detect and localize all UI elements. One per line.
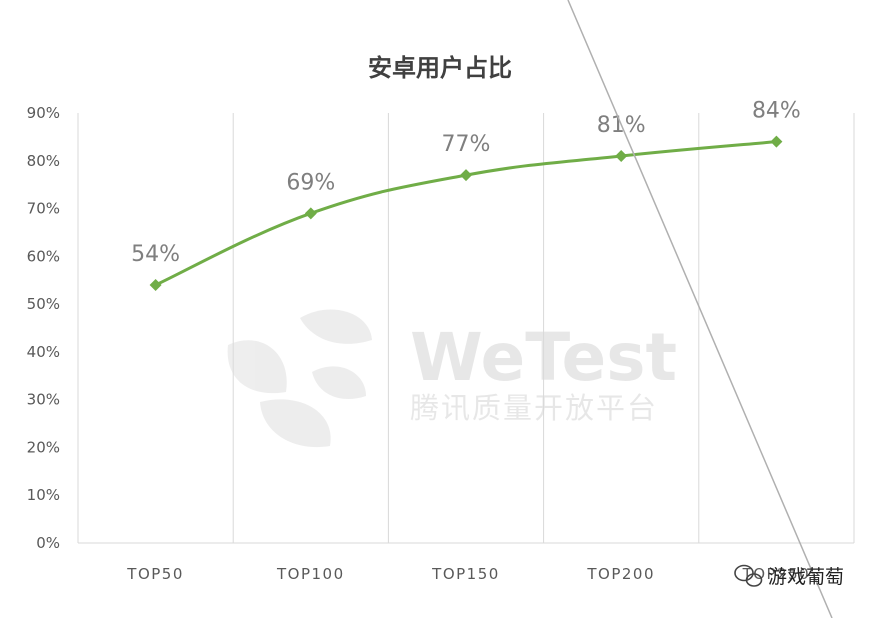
watermark-logo — [227, 309, 372, 448]
footer-text: 游戏葡萄 — [768, 566, 844, 588]
y-tick-label: 50% — [27, 295, 60, 313]
data-label: 77% — [442, 132, 491, 157]
data-label: 84% — [752, 99, 801, 124]
y-tick-label: 30% — [27, 391, 60, 409]
x-tick-label: TOP250 — [742, 565, 811, 583]
x-axis: TOP50 TOP100 TOP150 TOP200 TOP250 — [126, 565, 811, 583]
watermark-subtitle: 腾讯质量开放平台 — [410, 391, 658, 425]
x-tick-label: TOP200 — [586, 565, 655, 583]
wechat-icon — [734, 564, 763, 587]
x-tick-label: TOP150 — [431, 565, 500, 583]
y-tick-label: 40% — [27, 343, 60, 361]
grid-lines — [77, 113, 855, 544]
overlay-line — [567, 0, 833, 618]
y-tick-label: 90% — [27, 104, 60, 122]
y-tick-label: 20% — [27, 438, 60, 456]
data-label: 69% — [286, 170, 335, 195]
y-axis: 0% 10% 20% 30% 40% 50% 60% 70% 80% 90% — [27, 104, 60, 552]
data-labels: 54%69%77%81%84% — [131, 99, 801, 267]
x-tick-label: TOP100 — [276, 565, 345, 583]
data-point-marker — [149, 279, 162, 291]
data-point-marker — [615, 150, 628, 162]
data-point-marker — [770, 135, 783, 148]
footer-badge: 游戏葡萄 — [734, 564, 844, 588]
y-tick-label: 80% — [27, 152, 60, 170]
x-tick-label: TOP50 — [126, 565, 184, 583]
y-tick-label: 0% — [36, 534, 60, 552]
y-tick-label: 60% — [27, 247, 60, 265]
y-tick-label: 10% — [27, 486, 60, 504]
chart-title: 安卓用户占比 — [368, 54, 512, 82]
data-label: 54% — [131, 242, 180, 267]
data-point-marker — [304, 207, 317, 220]
series-line — [154, 140, 777, 287]
series-markers — [149, 135, 783, 291]
data-point-marker — [460, 169, 472, 182]
y-tick-label: 70% — [27, 200, 60, 218]
